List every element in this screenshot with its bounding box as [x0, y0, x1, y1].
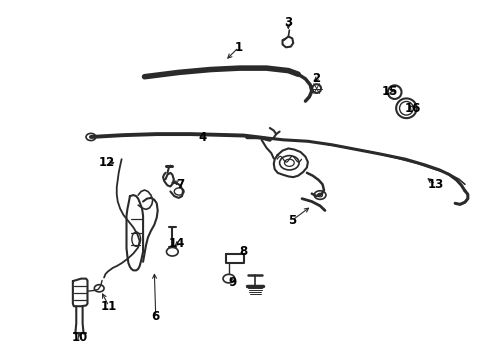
Text: 13: 13 — [427, 178, 443, 191]
Text: 9: 9 — [228, 276, 236, 289]
Text: 10: 10 — [71, 331, 88, 344]
Text: 2: 2 — [312, 72, 320, 85]
Text: 4: 4 — [199, 131, 207, 144]
Text: 3: 3 — [284, 16, 292, 29]
Text: 1: 1 — [234, 41, 242, 54]
Text: 15: 15 — [381, 85, 397, 98]
Text: 14: 14 — [169, 237, 185, 250]
Text: 12: 12 — [99, 156, 115, 169]
Text: 16: 16 — [404, 103, 420, 116]
Text: 11: 11 — [101, 300, 117, 313]
Text: 8: 8 — [239, 245, 247, 258]
Text: 6: 6 — [151, 310, 160, 324]
Text: 5: 5 — [287, 214, 296, 227]
Text: 7: 7 — [176, 178, 184, 191]
